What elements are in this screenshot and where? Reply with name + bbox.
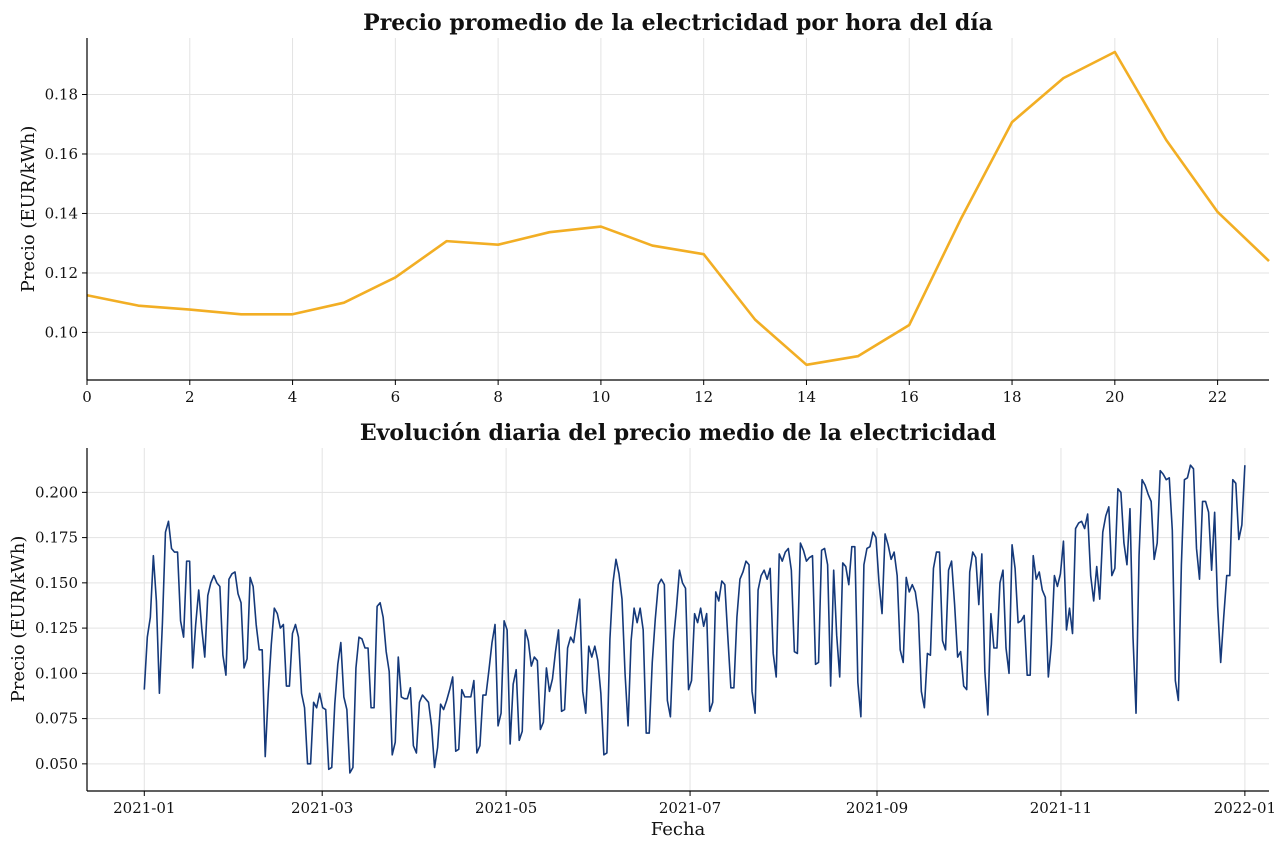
hourly-price-chart: Precio promedio de la electricidad por h… <box>18 10 1270 406</box>
x-tick-label: 8 <box>493 388 503 406</box>
x-tick-label: 2021-07 <box>659 799 721 817</box>
x-tick-label: 2 <box>185 388 195 406</box>
y-tick-label: 0.14 <box>45 204 78 222</box>
x-tick-label: 6 <box>391 388 401 406</box>
daily-price-chart: Evolución diaria del precio medio de la … <box>8 420 1276 840</box>
y-tick-label: 0.175 <box>35 529 78 547</box>
daily-x-ticks: 2021-01 2021-03 2021-05 2021-07 2021-09 2021-… <box>113 791 1276 817</box>
x-tick-label: 2021-05 <box>475 799 537 817</box>
x-tick-label: 2021-03 <box>291 799 353 817</box>
y-tick-label: 0.050 <box>35 755 78 773</box>
x-tick-label: 16 <box>900 388 919 406</box>
x-tick-label: 2021-11 <box>1030 799 1092 817</box>
x-tick-label: 4 <box>288 388 298 406</box>
x-tick-label: 10 <box>591 388 610 406</box>
hourly-x-ticks: 0 2 4 6 8 10 12 14 16 18 20 22 <box>82 380 1227 406</box>
x-tick-label: 12 <box>694 388 713 406</box>
daily-y-ticks: 0.050 0.075 0.100 0.125 0.150 0.175 0.200 <box>35 483 87 773</box>
x-tick-label: 22 <box>1208 388 1227 406</box>
y-tick-label: 0.12 <box>45 264 78 282</box>
hourly-price-line <box>86 50 1270 367</box>
daily-x-axis-label: Fecha <box>651 819 706 840</box>
hourly-chart-title: Precio promedio de la electricidad por h… <box>363 10 993 36</box>
y-tick-label: 0.100 <box>35 664 78 682</box>
x-tick-label: 2021-09 <box>846 799 908 817</box>
y-tick-label: 0.10 <box>45 323 78 341</box>
y-tick-label: 0.075 <box>35 710 78 728</box>
x-tick-label: 0 <box>82 388 92 406</box>
y-tick-label: 0.125 <box>35 619 78 637</box>
x-tick-label: 18 <box>1002 388 1021 406</box>
y-tick-label: 0.16 <box>45 145 78 163</box>
hourly-y-ticks: 0.10 0.12 0.14 0.16 0.18 <box>45 86 87 341</box>
hourly-gridlines <box>86 38 1269 380</box>
x-tick-label: 2022-01 <box>1214 799 1276 817</box>
daily-y-axis-label: Precio (EUR/kWh) <box>8 536 29 703</box>
y-tick-label: 0.18 <box>45 86 78 104</box>
daily-price-line <box>143 464 1246 774</box>
x-tick-label: 20 <box>1105 388 1124 406</box>
x-tick-label: 2021-01 <box>113 799 175 817</box>
x-tick-label: 14 <box>797 388 816 406</box>
hourly-y-axis-label: Precio (EUR/kWh) <box>18 126 39 293</box>
y-tick-label: 0.200 <box>35 483 78 501</box>
y-tick-label: 0.150 <box>35 574 78 592</box>
daily-chart-title: Evolución diaria del precio medio de la … <box>360 420 996 446</box>
